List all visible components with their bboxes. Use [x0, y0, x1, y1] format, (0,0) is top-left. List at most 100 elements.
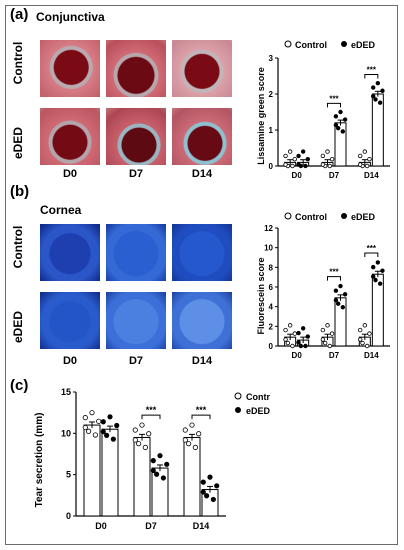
- legend-control-marker: [284, 40, 292, 48]
- y-tick-label: 3: [269, 54, 274, 63]
- point-control: [283, 153, 288, 159]
- panel-a-col-d7: D7: [128, 168, 144, 180]
- point-control: [182, 427, 188, 433]
- panel-b-row-control: Control: [11, 225, 25, 269]
- point-control: [132, 437, 138, 443]
- photo-conj-eded-d0: [40, 108, 100, 165]
- point-eded: [303, 163, 308, 169]
- chart-c-ylabel: Tear secretion (mm): [34, 413, 45, 508]
- point-control: [367, 331, 372, 336]
- point-control: [320, 162, 326, 167]
- panel-b-col-d14: D14: [191, 355, 213, 367]
- point-eded: [333, 288, 339, 293]
- point-eded: [150, 467, 156, 474]
- panel-c-letter: (c): [10, 377, 29, 394]
- point-eded: [150, 458, 156, 464]
- bar-control-d14: [183, 436, 201, 517]
- point-eded: [371, 93, 376, 99]
- photo-cornea-eded-d14: [172, 292, 232, 349]
- point-eded: [107, 414, 113, 420]
- x-tick-label: D14: [364, 351, 379, 360]
- panel-a-col-d14: D14: [191, 168, 213, 180]
- point-eded: [296, 330, 301, 336]
- point-eded: [210, 496, 216, 503]
- point-eded: [380, 268, 385, 273]
- point-eded: [335, 301, 341, 306]
- point-eded: [380, 88, 385, 93]
- point-control: [136, 441, 142, 447]
- point-control: [86, 428, 92, 434]
- photo-cornea-eded-d7: [106, 292, 166, 349]
- y-tick-label: 15: [61, 387, 71, 397]
- x-tick-label: D0: [95, 521, 107, 531]
- point-eded: [160, 475, 166, 481]
- y-tick-label: 2: [269, 90, 274, 99]
- significance-label: ***: [146, 405, 157, 415]
- photo-conj-control-d14: [172, 40, 232, 97]
- significance-bracket: [191, 414, 211, 420]
- x-tick-label: D7: [329, 171, 340, 180]
- point-control: [283, 162, 288, 167]
- significance-bracket: [141, 414, 161, 420]
- point-eded: [204, 493, 210, 499]
- legend-control-label: Control: [295, 212, 327, 222]
- point-control: [327, 163, 333, 169]
- photo-conj-eded-d7: [106, 108, 166, 165]
- x-tick-label: D7: [329, 351, 340, 360]
- point-eded: [340, 305, 346, 310]
- legend-eded-marker: [341, 213, 347, 219]
- photo-cornea-control-d14: [172, 224, 232, 281]
- point-control: [189, 422, 195, 428]
- bar-control-d7: [133, 436, 151, 517]
- legend-eded-marker: [341, 41, 347, 47]
- point-eded: [375, 81, 381, 86]
- significance-label: ***: [367, 244, 377, 253]
- point-control: [287, 149, 293, 154]
- significance-label: ***: [367, 66, 377, 75]
- point-eded: [342, 292, 348, 297]
- point-eded: [335, 125, 341, 131]
- point-eded: [157, 453, 163, 459]
- point-control: [327, 343, 333, 349]
- point-eded: [114, 422, 120, 429]
- point-eded: [340, 129, 346, 134]
- point-control: [96, 418, 102, 424]
- panel-a-letter: (a): [10, 6, 29, 23]
- point-control: [283, 337, 288, 342]
- point-eded: [214, 483, 220, 489]
- point-control: [186, 441, 192, 447]
- point-control: [358, 337, 363, 342]
- point-control: [367, 156, 372, 162]
- bar-eded-d14: [371, 93, 384, 167]
- point-eded: [296, 162, 301, 167]
- chart-tear-secretion: Control eDED Tear secretion (mm) 0 5 10 15 D…: [34, 387, 270, 531]
- y-tick-label: 10: [264, 244, 273, 253]
- panel-b-col-d0: D0: [62, 355, 78, 367]
- point-eded: [303, 343, 308, 349]
- point-control: [292, 156, 297, 162]
- point-control: [82, 415, 88, 421]
- point-control: [142, 444, 148, 450]
- photo-conj-control-d0: [40, 40, 100, 97]
- legend-eded-marker: [235, 407, 241, 413]
- point-control: [320, 337, 326, 342]
- point-control: [325, 323, 330, 328]
- point-eded: [333, 122, 339, 128]
- significance-label: ***: [329, 268, 339, 277]
- point-control: [320, 327, 326, 333]
- point-eded: [371, 264, 376, 270]
- point-eded: [104, 432, 110, 439]
- point-control: [329, 156, 335, 162]
- y-tick-label: 0: [269, 162, 274, 171]
- point-control: [196, 431, 202, 437]
- point-control: [358, 153, 363, 159]
- point-control: [290, 343, 295, 349]
- point-control: [92, 432, 98, 438]
- point-control: [358, 327, 363, 333]
- chart-b-ylabel: Fluorescein score: [256, 257, 266, 334]
- point-eded: [371, 274, 376, 279]
- x-tick-label: D14: [193, 521, 210, 531]
- legend-eded-label: eDED: [351, 212, 376, 222]
- legend-control-label: Control: [246, 392, 270, 402]
- panel-a-row-control: Control: [11, 41, 25, 85]
